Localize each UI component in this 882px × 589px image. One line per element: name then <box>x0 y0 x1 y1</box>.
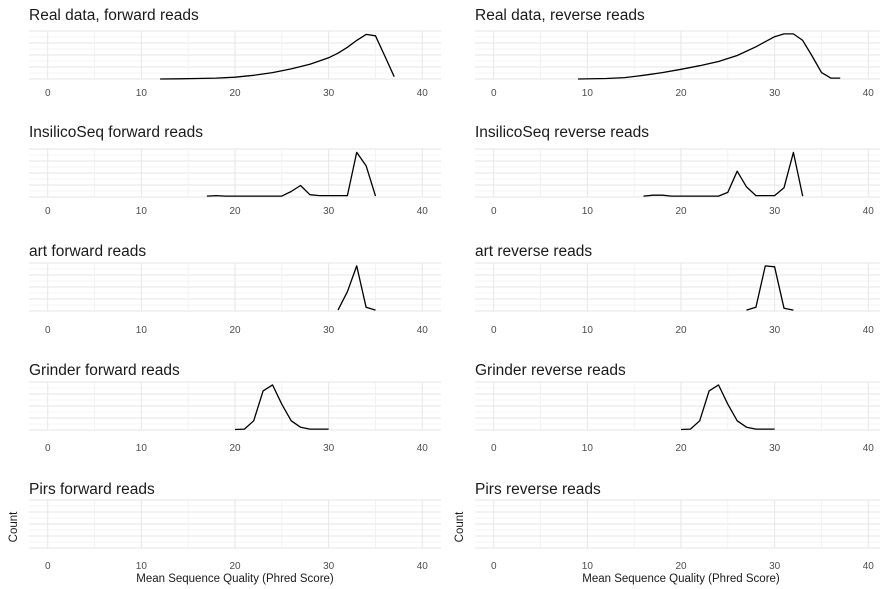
x-tick-label: 20 <box>229 88 241 99</box>
panel-7: Grinder forward reads 0 10 20 30 40 <box>29 362 441 454</box>
x-tick-label: 0 <box>491 443 497 454</box>
x-tick-label: 30 <box>769 561 781 572</box>
panel-title: Pirs reverse reads <box>475 481 601 498</box>
x-tick-label: 30 <box>769 443 781 454</box>
x-tick-label: 0 <box>45 443 51 454</box>
x-tick-label: 40 <box>417 561 429 572</box>
x-tick-label: 0 <box>45 206 51 217</box>
x-tick-label: 20 <box>675 88 687 99</box>
x-tick-label: 30 <box>769 206 781 217</box>
panel-title: Real data, forward reads <box>29 7 199 24</box>
y-axis-title-right: Count <box>454 511 466 542</box>
x-tick-label: 0 <box>491 325 497 336</box>
x-tick-label: 0 <box>45 561 51 572</box>
panel-2: Real data, reverse reads 0 10 20 30 40 <box>475 7 880 99</box>
panel-8: Grinder reverse reads 0 10 20 30 40 <box>475 362 880 454</box>
panel-title: InsilicoSeq reverse reads <box>475 124 649 141</box>
panel-title: Pirs forward reads <box>29 481 155 498</box>
panel-title: Grinder reverse reads <box>475 362 626 379</box>
density-line <box>160 33 395 80</box>
panel-5: art forward reads 0 10 20 30 40 <box>29 243 441 336</box>
x-tick-label: 10 <box>136 206 148 217</box>
x-tick-label: 10 <box>136 88 148 99</box>
x-tick-label: 0 <box>491 561 497 572</box>
x-tick-label: 20 <box>229 443 241 454</box>
x-tick-label: 20 <box>675 325 687 336</box>
x-tick-label: 10 <box>582 88 594 99</box>
x-tick-label: 10 <box>582 443 594 454</box>
density-line <box>234 384 329 431</box>
x-tick-label: 20 <box>229 561 241 572</box>
x-tick-label: 40 <box>417 443 429 454</box>
x-tick-label: 30 <box>769 325 781 336</box>
x-axis-title-right: Mean Sequence Quality (Phred Score) <box>582 573 780 585</box>
x-axis-title: Mean Sequence Quality (Phred Score) <box>136 573 334 585</box>
x-tick-label: 30 <box>769 88 781 99</box>
x-tick-label: 40 <box>863 88 875 99</box>
x-tick-label: 10 <box>136 561 148 572</box>
x-tick-label: 10 <box>582 325 594 336</box>
panel-9: Pirs forward reads 0 10 20 30 40 <box>29 481 441 572</box>
panel-title: art forward reads <box>29 243 146 260</box>
density-line <box>337 265 376 311</box>
x-tick-label: 20 <box>229 206 241 217</box>
x-tick-label: 10 <box>136 443 148 454</box>
x-tick-label: 10 <box>582 206 594 217</box>
panel-title: Grinder forward reads <box>29 362 180 379</box>
density-line <box>577 33 841 80</box>
x-tick-label: 20 <box>675 443 687 454</box>
y-axis-title: Count <box>8 511 20 542</box>
panel-10: Pirs reverse reads 0 10 20 30 40 <box>475 481 880 572</box>
x-tick-label: 0 <box>491 206 497 217</box>
panel-3: InsilicoSeq forward reads 0 10 20 30 40 <box>29 124 441 217</box>
x-tick-label: 30 <box>323 561 335 572</box>
x-tick-label: 40 <box>417 325 429 336</box>
x-tick-label: 30 <box>323 443 335 454</box>
x-tick-label: 10 <box>582 561 594 572</box>
x-tick-label: 30 <box>323 325 335 336</box>
panel-6: art reverse reads 0 10 20 30 40 <box>475 243 880 336</box>
x-tick-label: 30 <box>323 206 335 217</box>
x-tick-label: 30 <box>323 88 335 99</box>
x-tick-label: 10 <box>136 325 148 336</box>
x-tick-label: 40 <box>863 561 875 572</box>
x-tick-label: 20 <box>675 206 687 217</box>
density-line <box>680 384 775 431</box>
x-tick-label: 0 <box>491 88 497 99</box>
x-tick-label: 0 <box>45 88 51 99</box>
x-tick-label: 40 <box>863 325 875 336</box>
density-line <box>643 151 804 197</box>
x-tick-label: 40 <box>417 206 429 217</box>
panel-4: InsilicoSeq reverse reads 0 10 20 30 40 <box>475 124 880 217</box>
x-tick-label: 20 <box>675 561 687 572</box>
x-tick-label: 0 <box>45 325 51 336</box>
panel-title: art reverse reads <box>475 243 592 260</box>
x-tick-label: 40 <box>417 88 429 99</box>
panel-1: Real data, forward reads 0 10 20 30 40 <box>29 7 441 99</box>
x-tick-label: 20 <box>229 325 241 336</box>
density-line <box>746 265 794 311</box>
x-tick-label: 40 <box>863 443 875 454</box>
x-tick-label: 40 <box>863 206 875 217</box>
panel-title: Real data, reverse reads <box>475 7 645 24</box>
density-line <box>206 151 377 197</box>
panel-title: InsilicoSeq forward reads <box>29 124 203 141</box>
